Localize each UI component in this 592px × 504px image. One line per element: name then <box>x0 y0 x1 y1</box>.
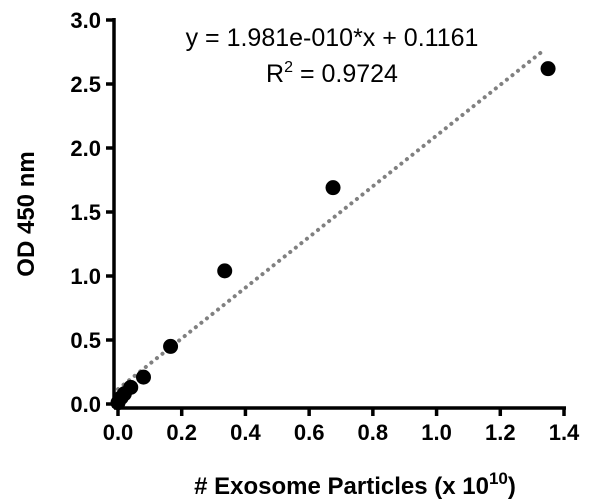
y-tick-label: 0.5 <box>70 328 101 353</box>
x-tick-label: 0.4 <box>230 420 261 445</box>
data-point <box>163 338 179 354</box>
x-tick-label: 0.0 <box>103 420 134 445</box>
x-tick-label: 0.2 <box>166 420 197 445</box>
data-point <box>217 263 233 279</box>
data-point <box>325 180 341 196</box>
x-tick-label: 1.4 <box>549 420 580 445</box>
axes: 0.0 0.2 0.4 0.6 0.8 1.0 1.2 1.4 0.0 0.5 1.0 1.5 2.0 2… <box>70 8 580 445</box>
x-axis-label: # Exosome Particles (x 1010) <box>194 469 516 500</box>
x-tick-label: 0.8 <box>358 420 389 445</box>
data-point <box>135 369 151 385</box>
data-point <box>123 379 139 395</box>
data-point <box>540 61 556 77</box>
y-tick-label: 0.0 <box>70 392 101 417</box>
y-axis-label: OD 450 nm <box>13 151 40 276</box>
y-tick-label: 2.0 <box>70 136 101 161</box>
r-squared-annotation: R2 = 0.9724 <box>266 59 398 88</box>
y-tick-label: 1.0 <box>70 264 101 289</box>
y-tick-label: 2.5 <box>70 72 101 97</box>
x-tick-label: 1.0 <box>421 420 452 445</box>
y-tick-label: 3.0 <box>70 8 101 33</box>
trendline <box>116 49 544 392</box>
data-points-layer <box>110 61 556 411</box>
x-tick-label: 0.6 <box>294 420 325 445</box>
y-tick-label: 1.5 <box>70 200 101 225</box>
x-tick-label: 1.2 <box>485 420 516 445</box>
trendline-layer <box>116 49 544 392</box>
regression-equation: y = 1.981e-010*x + 0.1161 <box>186 24 479 52</box>
